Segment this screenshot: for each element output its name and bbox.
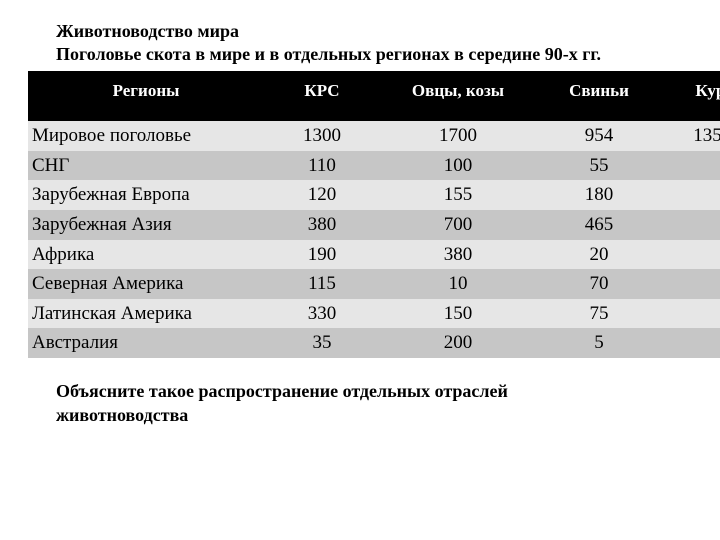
cell-region: Африка [28, 240, 264, 270]
cell-value [662, 180, 720, 210]
table-header-row: Регионы КРС Овцы, козы Свиньи Куры [28, 71, 720, 121]
table-row: Австралия 35 200 5 [28, 328, 720, 358]
cell-region: Северная Америка [28, 269, 264, 299]
cell-value: 20 [536, 240, 662, 270]
cell-value: 55 [536, 151, 662, 181]
cell-value: 110 [264, 151, 380, 181]
table-row: Мировое поголовье 1300 1700 954 13500 [28, 121, 720, 151]
title-line-2: Поголовье скота в мире и в отдельных рег… [56, 43, 692, 66]
cell-region: Зарубежная Азия [28, 210, 264, 240]
col-header-hens: Куры [662, 71, 720, 121]
cell-value: 200 [380, 328, 536, 358]
table-row: Латинская Америка 330 150 75 [28, 299, 720, 329]
cell-value: 35 [264, 328, 380, 358]
cell-value: 120 [264, 180, 380, 210]
cell-value: 380 [380, 240, 536, 270]
cell-value: 1700 [380, 121, 536, 151]
col-header-pigs: Свиньи [536, 71, 662, 121]
table-row: Зарубежная Азия 380 700 465 [28, 210, 720, 240]
cell-value: 100 [380, 151, 536, 181]
cell-value: 155 [380, 180, 536, 210]
table-row: Африка 190 380 20 [28, 240, 720, 270]
cell-value: 70 [536, 269, 662, 299]
cell-value: 180 [536, 180, 662, 210]
table-row: Зарубежная Европа 120 155 180 [28, 180, 720, 210]
footnote: Объясните такое распространение отдельны… [56, 380, 616, 427]
cell-value: 75 [536, 299, 662, 329]
cell-region: Мировое поголовье [28, 121, 264, 151]
cell-value [662, 328, 720, 358]
cell-value: 10 [380, 269, 536, 299]
cell-value: 1300 [264, 121, 380, 151]
cell-value: 330 [264, 299, 380, 329]
page: Животноводство мира Поголовье скота в ми… [0, 0, 720, 427]
livestock-table: Регионы КРС Овцы, козы Свиньи Куры Миров… [28, 71, 720, 358]
cell-region: Австралия [28, 328, 264, 358]
cell-region: Зарубежная Европа [28, 180, 264, 210]
cell-value: 5 [536, 328, 662, 358]
col-header-region: Регионы [28, 71, 264, 121]
cell-region: СНГ [28, 151, 264, 181]
cell-value [662, 240, 720, 270]
table-row: СНГ 110 100 55 [28, 151, 720, 181]
cell-value: 380 [264, 210, 380, 240]
cell-value: 190 [264, 240, 380, 270]
cell-value: 700 [380, 210, 536, 240]
table-row: Северная Америка 115 10 70 [28, 269, 720, 299]
title-block: Животноводство мира Поголовье скота в ми… [56, 20, 692, 65]
col-header-sheep-goats: Овцы, козы [380, 71, 536, 121]
col-header-cattle: КРС [264, 71, 380, 121]
cell-value: 465 [536, 210, 662, 240]
cell-value [662, 210, 720, 240]
cell-value: 150 [380, 299, 536, 329]
cell-value: 115 [264, 269, 380, 299]
cell-value [662, 151, 720, 181]
title-line-1: Животноводство мира [56, 20, 692, 43]
cell-value: 954 [536, 121, 662, 151]
table-body: Мировое поголовье 1300 1700 954 13500 СН… [28, 121, 720, 358]
footnote-line-1: Объясните такое распространение отдельны… [56, 380, 616, 403]
footnote-line-2: животноводства [56, 404, 616, 427]
cell-value [662, 299, 720, 329]
cell-region: Латинская Америка [28, 299, 264, 329]
cell-value: 13500 [662, 121, 720, 151]
cell-value [662, 269, 720, 299]
